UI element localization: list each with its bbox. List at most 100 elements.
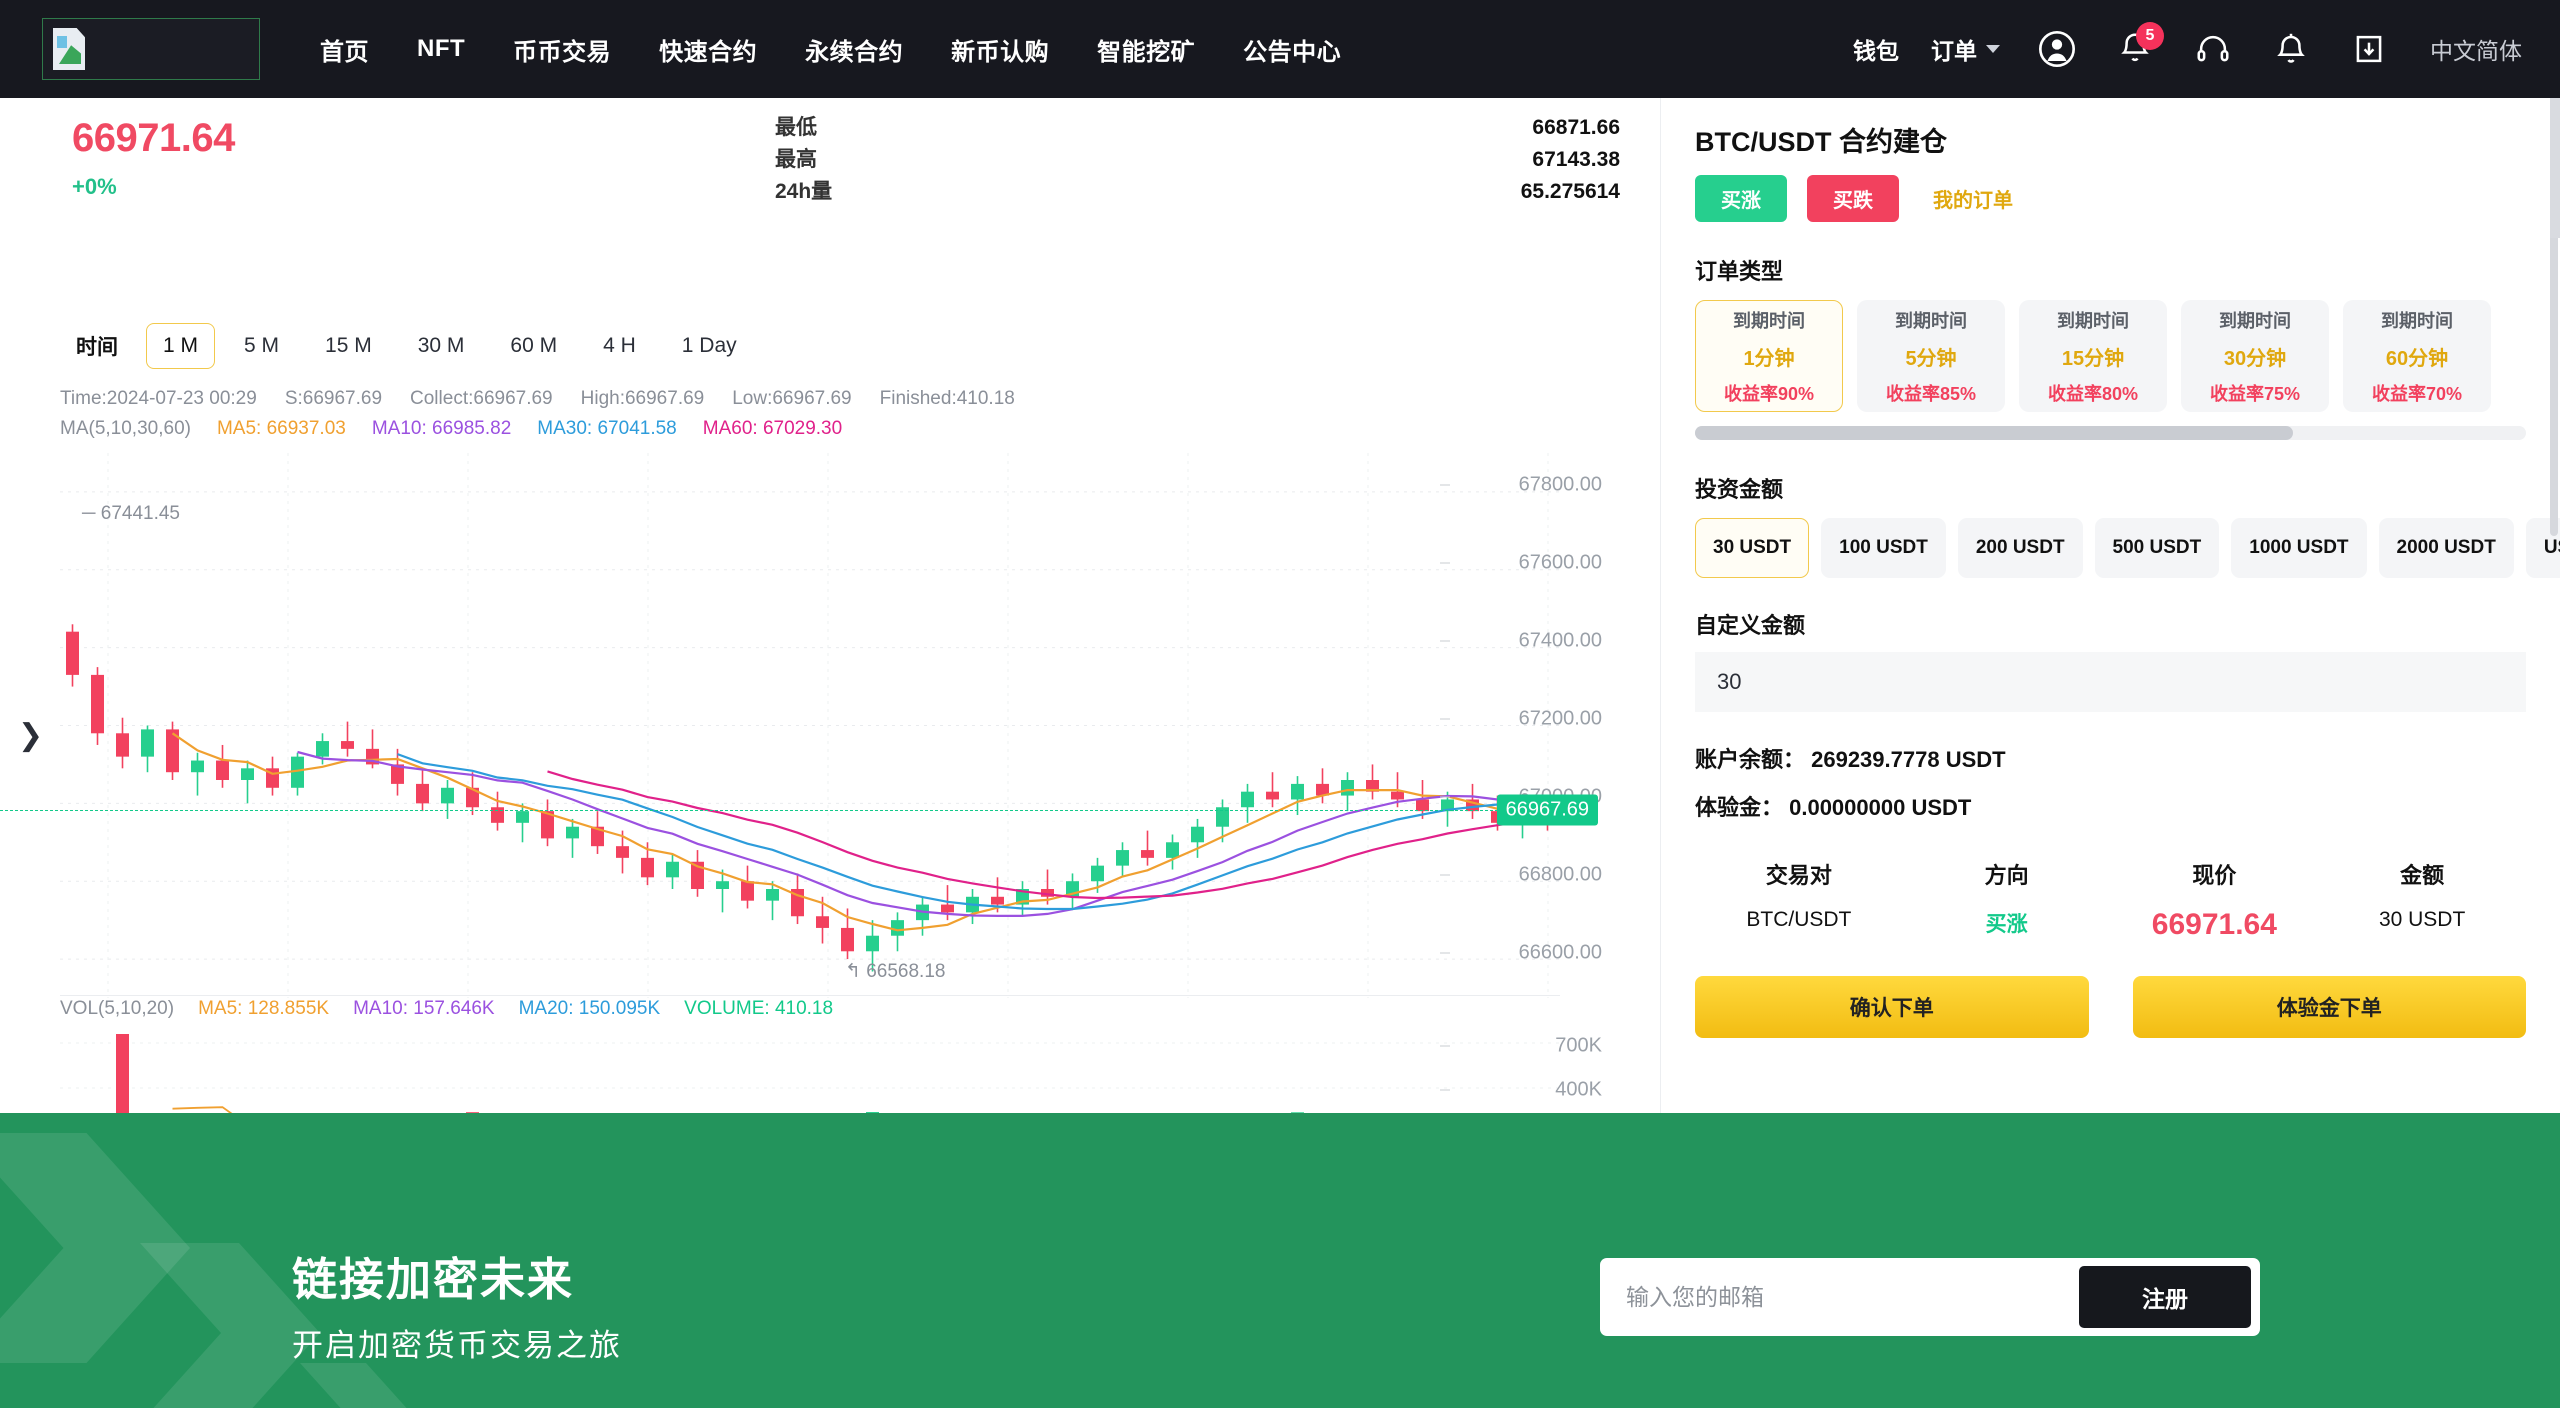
buy-up-button[interactable]: 买涨 [1695, 175, 1787, 222]
register-button[interactable]: 注册 [2079, 1266, 2251, 1328]
nav-item-spot-trade[interactable]: 币币交易 [513, 38, 612, 66]
order-type-scrollbar[interactable] [1695, 426, 2526, 440]
site-logo[interactable] [42, 18, 260, 80]
chart-ohlc-readout: Time:2024-07-23 00:29 S:66967.69 Collect… [60, 388, 1015, 410]
y-tick-67600: 67600.00 [1518, 551, 1602, 574]
y-tick-67800: 67800.00 [1518, 473, 1602, 496]
candlestick-chart[interactable]: 67800.00 67600.00 67400.00 67200.00 6700… [0, 453, 1660, 998]
order-type-scrollbar-thumb[interactable] [1695, 426, 2294, 440]
order-type-60min[interactable]: 到期时间 60分钟 收益率70% [2343, 300, 2491, 412]
summary-header-price: 现价 [2192, 863, 2237, 888]
tab-1day[interactable]: 1 Day [664, 323, 754, 369]
price-y-axis: 67800.00 67600.00 67400.00 67200.00 6700… [1440, 453, 1602, 998]
trial-order-button[interactable]: 体验金下单 [2132, 976, 2526, 1038]
period-low-marker: ↰ 66568.18 [845, 961, 946, 982]
top-navigation-bar: 首页 NFT 币币交易 快速合约 永续合约 新币认购 智能挖矿 公告中心 钱包 … [0, 0, 2560, 98]
order-type-30min[interactable]: 到期时间 30分钟 收益率75% [2181, 300, 2329, 412]
ma30-value: MA30: 67041.58 [537, 418, 677, 439]
headset-support-icon[interactable] [2190, 26, 2236, 72]
y-tick-66600: 66600.00 [1518, 941, 1602, 964]
expiry-duration: 30分钟 [2223, 347, 2287, 370]
buy-down-button[interactable]: 买跌 [1807, 175, 1899, 222]
nav-links: 首页 NFT 币币交易 快速合约 永续合约 新币认购 智能挖矿 公告中心 [320, 32, 1389, 67]
nav-item-home[interactable]: 首页 [320, 38, 369, 66]
footer-title: 链接加密未来 [292, 1254, 575, 1305]
page-scrollbar[interactable] [2550, 98, 2560, 238]
timeframe-tabs: 时间 1 M 5 M 15 M 30 M 60 M 4 H 1 Day [60, 323, 754, 369]
direction-row: 买涨 买跌 我的订单 [1695, 175, 2526, 222]
panel-title: BTC/USDT 合约建仓 [1695, 120, 2526, 159]
ma5-value: MA5: 66937.03 [216, 418, 346, 439]
ma-legend-label: MA(5,10,30,60) [60, 418, 191, 439]
expiry-label: 到期时间 [2381, 310, 2453, 331]
chart-ma-legend: MA(5,10,30,60) MA5: 66937.03 MA10: 66985… [60, 418, 842, 440]
amount-500[interactable]: 500 USDT [2094, 518, 2220, 578]
decorative-chevron-3 [300, 1363, 420, 1408]
summary-col-amount: 金额 30 USDT [2318, 858, 2526, 942]
amount-30[interactable]: 30 USDT [1695, 518, 1810, 578]
order-type-15min[interactable]: 到期时间 15分钟 收益率80% [2019, 300, 2167, 412]
order-type-5min[interactable]: 到期时间 5分钟 收益率85% [1857, 300, 2005, 412]
stat-label-volume: 24h量 [775, 180, 833, 203]
profit-rate: 收益率75% [2209, 383, 2301, 404]
y-tick-67400: 67400.00 [1518, 629, 1602, 652]
summary-header-pair: 交易对 [1765, 863, 1832, 888]
vol-ma5-value: MA5: 128.855K [198, 998, 330, 1019]
expiry-label: 到期时间 [2219, 310, 2291, 331]
amount-100[interactable]: 100 USDT [1821, 518, 1946, 578]
profit-rate: 收益率85% [1885, 383, 1977, 404]
ticker-stat-labels: 最低 最高 24h量 [775, 112, 832, 208]
stat-value-high: 67143.38 [1532, 148, 1620, 171]
newsletter-form: 注册 [1600, 1258, 2260, 1336]
orders-dropdown[interactable]: 订单 [1931, 32, 2000, 66]
tab-30m[interactable]: 30 M [400, 323, 482, 369]
summary-value-pair: BTC/USDT [1746, 908, 1852, 931]
nav-item-nft[interactable]: NFT [417, 35, 466, 62]
tab-4h[interactable]: 4 H [586, 323, 653, 369]
nav-item-mining[interactable]: 智能挖矿 [1097, 38, 1196, 66]
expiry-label: 到期时间 [2057, 310, 2129, 331]
tab-15m[interactable]: 15 M [308, 323, 389, 369]
confirm-order-button[interactable]: 确认下单 [1695, 976, 2089, 1038]
timeframe-label: 时间 [60, 323, 134, 369]
chevron-right-icon[interactable]: ❯ [18, 719, 44, 752]
summary-header-amount: 金额 [2400, 863, 2445, 888]
account-balance: 账户余额： 269239.7778 USDT [1695, 747, 2006, 772]
ticker-stat-values: 66871.66 67143.38 65.275614 [1420, 112, 1620, 208]
summary-header-direction: 方向 [1984, 863, 2029, 888]
order-type-1min[interactable]: 到期时间 1分钟 收益率90% [1695, 300, 1843, 412]
download-icon[interactable] [2346, 26, 2392, 72]
my-orders-link[interactable]: 我的订单 [1933, 190, 2013, 212]
language-selector[interactable]: 中文简体 [2430, 38, 2522, 64]
expiry-duration: 5分钟 [1905, 347, 1957, 370]
panel-title-suffix: 合约建仓 [1839, 127, 1948, 157]
orders-label: 订单 [1931, 38, 1977, 64]
email-input[interactable] [1626, 1283, 2079, 1311]
vol-legend-label: VOL(5,10,20) [60, 998, 175, 1019]
nav-item-announcements[interactable]: 公告中心 [1243, 38, 1342, 66]
amount-200[interactable]: 200 USDT [1957, 518, 2083, 578]
user-icon[interactable] [2034, 26, 2080, 72]
trade-panel: BTC/USDT 合约建仓 买涨 买跌 我的订单 订单类型 到期时间 1分钟 收… [1661, 98, 2560, 1038]
tab-1m[interactable]: 1 M [146, 323, 216, 369]
tab-60m[interactable]: 60 M [493, 323, 575, 369]
ma10-value: MA10: 66985.82 [371, 418, 512, 439]
amount-title: 投资金额 [1695, 477, 1784, 502]
wallet-link[interactable]: 钱包 [1853, 38, 1899, 64]
amount-2000[interactable]: 2000 USDT [2378, 518, 2514, 578]
vol-y-tick-700k: 700K [1555, 1034, 1602, 1057]
panel-scrollbar[interactable] [2550, 106, 2558, 536]
notification-bell-icon[interactable]: 5 [2112, 22, 2164, 72]
alert-bell-icon[interactable] [2268, 26, 2314, 72]
price-change-pct: +0% [72, 174, 117, 199]
nav-item-new-coin[interactable]: 新币认购 [951, 38, 1050, 66]
nav-item-perpetual[interactable]: 永续合约 [805, 38, 904, 66]
tab-5m[interactable]: 5 M [227, 323, 297, 369]
amount-1000[interactable]: 1000 USDT [2231, 518, 2367, 578]
ticker-bar: 66971.64 +0% 最低 最高 24h量 66871.66 67143.3… [0, 98, 1660, 223]
custom-amount-label: 自定义金额 [1695, 613, 1806, 638]
custom-amount-input[interactable] [1695, 652, 2526, 712]
profit-rate: 收益率90% [1723, 383, 1815, 404]
notification-count-badge: 5 [2136, 22, 2164, 50]
nav-item-fast-contract[interactable]: 快速合约 [659, 38, 758, 66]
